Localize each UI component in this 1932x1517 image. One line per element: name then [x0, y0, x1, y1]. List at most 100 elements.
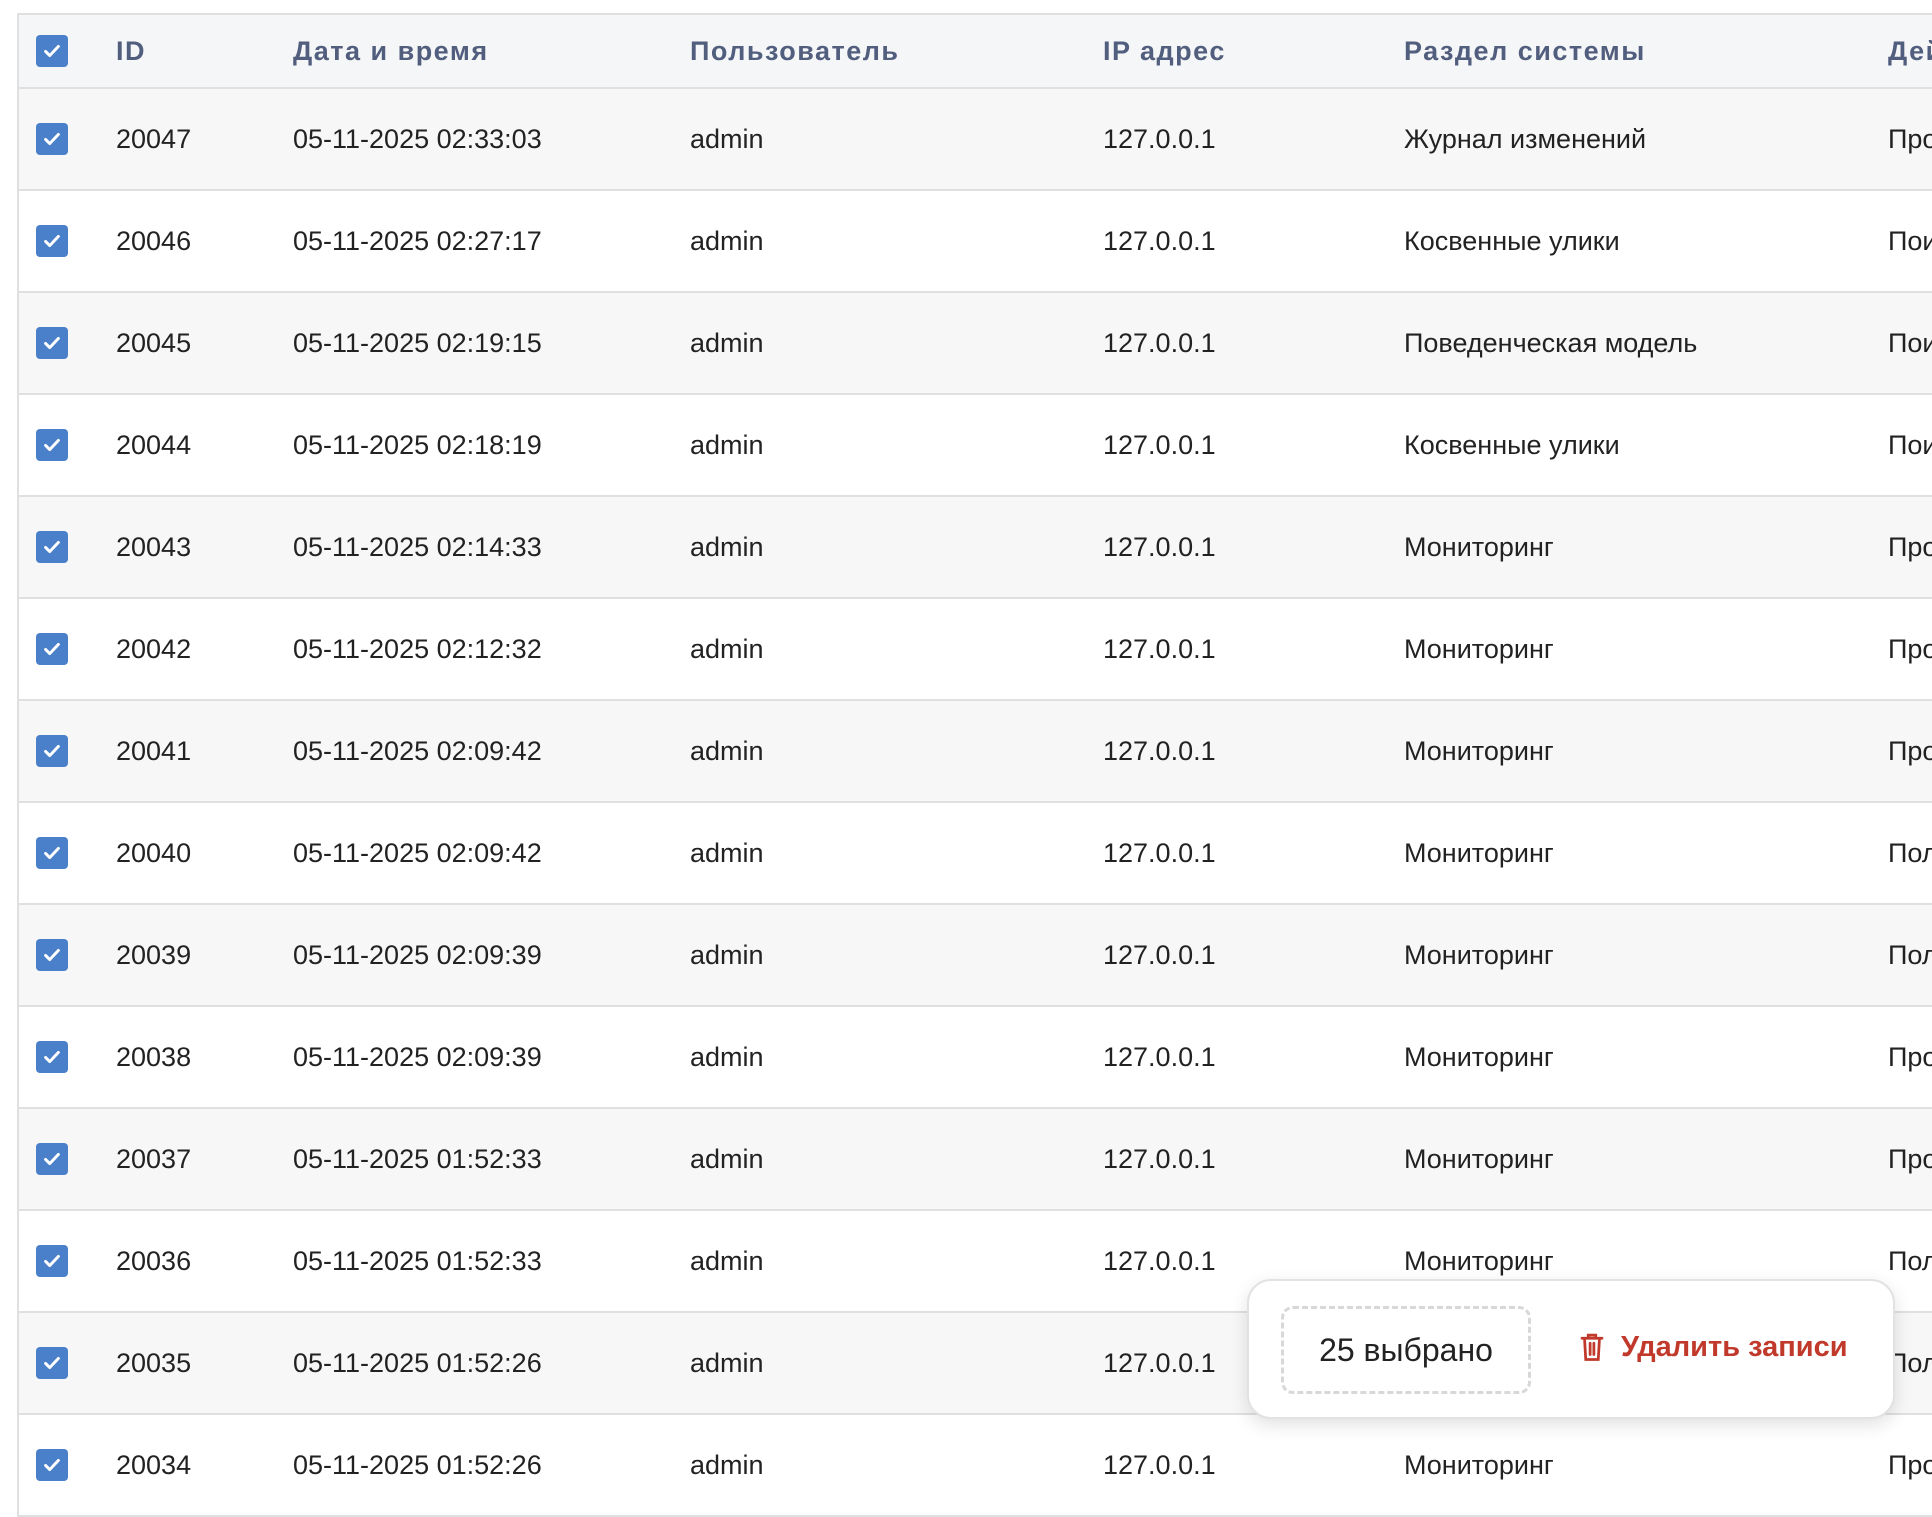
cell-id: 20045 [116, 327, 192, 358]
cell-ip: 127.0.0.1 [1103, 633, 1216, 664]
row-checkbox[interactable] [36, 1449, 68, 1481]
cell-ip: 127.0.0.1 [1103, 123, 1216, 154]
row-checkbox[interactable] [36, 429, 68, 461]
cell-section: Мониторинг [1404, 1143, 1554, 1174]
cell-id: 20044 [116, 429, 192, 460]
cell-ip: 127.0.0.1 [1103, 531, 1216, 562]
table-row[interactable]: 20045 05-11-2025 02:19:15 admin 127.0.0.1 По… [19, 293, 1932, 395]
cell-id: 20047 [116, 123, 192, 154]
cell-user: admin [690, 1041, 764, 1072]
cell-datetime: 05-11-2025 02:09:39 [293, 1041, 542, 1072]
table-header: ID Дата и время Пользователь IP адрес Ра… [19, 15, 1932, 89]
cell-section: Мониторинг [1404, 531, 1554, 562]
cell-datetime: 05-11-2025 02:18:19 [293, 429, 542, 460]
table-row[interactable]: 20038 05-11-2025 02:09:39 admin 127.0.0.1 Мо… [19, 1007, 1932, 1109]
cell-datetime: 05-11-2025 02:19:15 [293, 327, 542, 358]
row-checkbox[interactable] [36, 225, 68, 257]
check-icon [44, 1050, 60, 1064]
cell-user: admin [690, 327, 764, 358]
cell-section: Косвенные улики [1404, 225, 1620, 256]
table-row[interactable]: 20037 05-11-2025 01:52:33 admin 127.0.0.1 Мо… [19, 1109, 1932, 1211]
cell-section: Поведенческая модель [1404, 327, 1698, 358]
check-icon [44, 1254, 60, 1268]
cell-section: Мониторинг [1404, 633, 1554, 664]
cell-ip: 127.0.0.1 [1103, 1143, 1216, 1174]
row-checkbox[interactable] [36, 1245, 68, 1277]
trash-icon [1580, 1333, 1604, 1361]
cell-user: admin [690, 1143, 764, 1174]
selected-count: 25 выбрано [1281, 1306, 1531, 1394]
cell-action: Пол [1888, 1347, 1932, 1378]
cell-datetime: 05-11-2025 01:52:33 [293, 1245, 542, 1276]
row-checkbox[interactable] [36, 327, 68, 359]
cell-action: Про [1888, 633, 1932, 664]
check-icon [44, 846, 60, 860]
cell-id: 20035 [116, 1347, 192, 1378]
table-row[interactable]: 20042 05-11-2025 02:12:32 admin 127.0.0.1 Мо… [19, 599, 1932, 701]
cell-action: Про [1888, 1449, 1932, 1480]
row-checkbox[interactable] [36, 633, 68, 665]
table-row[interactable]: 20039 05-11-2025 02:09:39 admin 127.0.0.1 Мо… [19, 905, 1932, 1007]
cell-action: Пол [1888, 939, 1932, 970]
cell-user: admin [690, 531, 764, 562]
check-icon [44, 1152, 60, 1166]
table-row[interactable]: 20046 05-11-2025 02:27:17 admin 127.0.0.1 Ко… [19, 191, 1932, 293]
column-header-id[interactable]: ID [116, 35, 146, 66]
row-checkbox[interactable] [36, 531, 68, 563]
cell-section: Мониторинг [1404, 1245, 1554, 1276]
check-icon [44, 540, 60, 554]
cell-user: admin [690, 1347, 764, 1378]
cell-action: Пои [1888, 225, 1932, 256]
table-row[interactable]: 20034 05-11-2025 01:52:26 admin 127.0.0.1 Мо… [19, 1415, 1932, 1517]
delete-records-button[interactable]: Удалить записи [1579, 1306, 1848, 1388]
table-row[interactable]: 20041 05-11-2025 02:09:42 admin 127.0.0.1 Мо… [19, 701, 1932, 803]
check-icon [44, 234, 60, 248]
cell-datetime: 05-11-2025 02:27:17 [293, 225, 542, 256]
column-header-section[interactable]: Раздел системы [1404, 35, 1646, 66]
row-checkbox[interactable] [36, 1041, 68, 1073]
row-checkbox[interactable] [36, 1143, 68, 1175]
row-checkbox[interactable] [36, 735, 68, 767]
select-all-checkbox[interactable] [36, 35, 68, 67]
cell-action: Пол [1888, 1245, 1932, 1276]
table-row[interactable]: 20047 05-11-2025 02:33:03 admin 127.0.0.1 Жу… [19, 89, 1932, 191]
cell-action: Про [1888, 1041, 1932, 1072]
cell-section: Мониторинг [1404, 1449, 1554, 1480]
cell-ip: 127.0.0.1 [1103, 1245, 1216, 1276]
cell-id: 20041 [116, 735, 192, 766]
selection-action-bar: 25 выбрано Удалить записи [1247, 1279, 1895, 1419]
cell-user: admin [690, 123, 764, 154]
table-row[interactable]: 20040 05-11-2025 02:09:42 admin 127.0.0.1 Мо… [19, 803, 1932, 905]
cell-ip: 127.0.0.1 [1103, 429, 1216, 460]
table-row[interactable]: 20044 05-11-2025 02:18:19 admin 127.0.0.1 Ко… [19, 395, 1932, 497]
column-header-ip[interactable]: IP адрес [1103, 35, 1226, 66]
cell-action: Пол [1888, 837, 1932, 868]
table-row[interactable]: 20043 05-11-2025 02:14:33 admin 127.0.0.1 Мо… [19, 497, 1932, 599]
cell-ip: 127.0.0.1 [1103, 939, 1216, 970]
cell-section: Мониторинг [1404, 837, 1554, 868]
cell-id: 20040 [116, 837, 192, 868]
column-header-action[interactable]: Действие [1888, 35, 1932, 66]
cell-ip: 127.0.0.1 [1103, 1347, 1216, 1378]
cell-user: admin [690, 837, 764, 868]
cell-id: 20038 [116, 1041, 192, 1072]
cell-datetime: 05-11-2025 01:52:26 [293, 1449, 542, 1480]
cell-user: admin [690, 735, 764, 766]
cell-user: admin [690, 429, 764, 460]
cell-ip: 127.0.0.1 [1103, 735, 1216, 766]
cell-ip: 127.0.0.1 [1103, 837, 1216, 868]
check-icon [44, 642, 60, 656]
cell-action: Про [1888, 531, 1932, 562]
cell-action: Про [1888, 735, 1932, 766]
row-checkbox[interactable] [36, 1347, 68, 1379]
row-checkbox[interactable] [36, 837, 68, 869]
cell-user: admin [690, 633, 764, 664]
cell-id: 20043 [116, 531, 192, 562]
column-header-user[interactable]: Пользователь [690, 35, 900, 66]
row-checkbox[interactable] [36, 939, 68, 971]
cell-action: Про [1888, 123, 1932, 154]
cell-section: Мониторинг [1404, 939, 1554, 970]
cell-datetime: 05-11-2025 02:12:32 [293, 633, 542, 664]
column-header-datetime[interactable]: Дата и время [293, 35, 489, 66]
row-checkbox[interactable] [36, 123, 68, 155]
